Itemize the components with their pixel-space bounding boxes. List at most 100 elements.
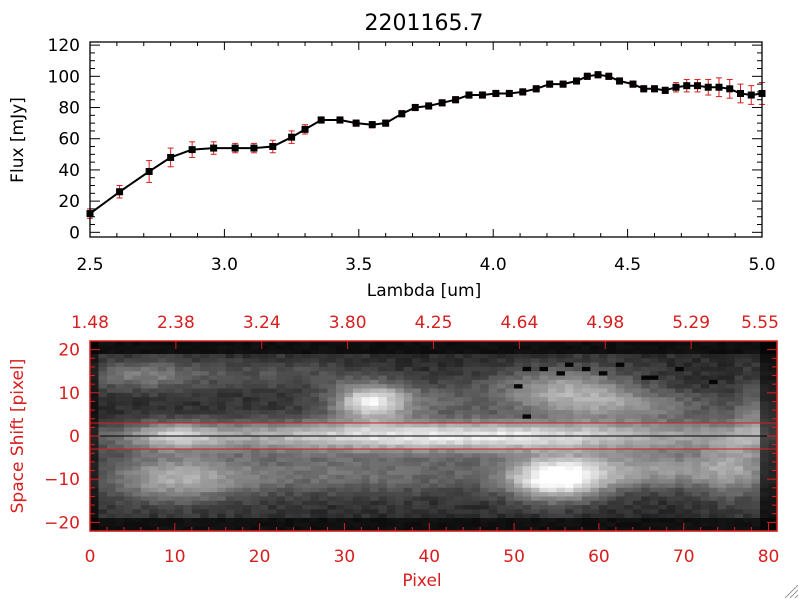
image-pixel [581, 427, 592, 433]
image-pixel [302, 388, 312, 394]
image-pixel [734, 492, 744, 498]
image-pixel [412, 353, 422, 359]
image-pixel [641, 423, 651, 428]
image-pixel [174, 414, 184, 420]
image-pixel [268, 427, 278, 433]
image-pixel [208, 388, 218, 394]
image-pixel [497, 410, 507, 416]
image-pixel [522, 349, 532, 355]
image-pixel [132, 474, 142, 480]
image-pixel [751, 526, 761, 532]
image-pixel [734, 431, 744, 437]
image-pixel [709, 522, 719, 528]
image-pixel [115, 448, 125, 454]
image-pixel [327, 440, 337, 446]
image-pixel [369, 457, 379, 463]
image-pixel [531, 436, 541, 441]
image-pixel [378, 518, 388, 523]
image-pixel [505, 492, 515, 498]
image-pixel [548, 418, 558, 424]
image-pixel [378, 470, 388, 476]
image-pixel [539, 366, 549, 372]
image-pixel [760, 500, 770, 506]
image-pixel [335, 397, 346, 403]
image-pixel [675, 453, 685, 459]
image-pixel [743, 440, 753, 446]
image-pixel [615, 410, 625, 416]
image-pixel [514, 418, 524, 424]
image-pixel [234, 453, 244, 459]
image-pixel [768, 440, 778, 446]
image-pixel [692, 341, 702, 346]
image-pixel [717, 492, 727, 498]
image-pixel [395, 345, 405, 351]
image-pixel [454, 388, 464, 394]
image-pixel [166, 353, 176, 359]
image-pixel [369, 440, 379, 446]
image-pixel [649, 371, 659, 377]
image-pixel [429, 448, 439, 454]
image-pixel [743, 345, 753, 351]
image-pixel [225, 366, 235, 372]
image-pixel [590, 505, 600, 511]
image-pixel [90, 457, 100, 463]
image-pixel [302, 509, 312, 515]
image-pixel [539, 496, 549, 502]
image-pixel [683, 410, 693, 416]
image-pixel [285, 362, 295, 368]
image-pixel [403, 500, 413, 506]
image-pixel [726, 444, 736, 450]
image-pixel [420, 366, 430, 372]
image-pixel [700, 461, 710, 467]
image-pixel [564, 388, 575, 394]
image-pixel [641, 375, 651, 381]
spectrum-y-tick-label: 40 [58, 161, 80, 181]
image-pixel [726, 388, 736, 394]
image-pixel [123, 362, 134, 368]
image-pixel [268, 448, 278, 454]
image-pixel [531, 384, 541, 390]
image-pixel [420, 487, 430, 493]
image-pixel [217, 461, 227, 467]
image-pixel [615, 487, 625, 493]
image-pixel [420, 448, 430, 454]
image-pixel [734, 483, 744, 489]
image-pixel [98, 392, 108, 398]
image-pixel [395, 366, 405, 372]
image-pixel [590, 427, 600, 433]
image-pixel [319, 470, 329, 476]
image-pixel [514, 341, 524, 346]
image-pixel [446, 431, 456, 437]
image-pixel [437, 505, 447, 511]
image-pixel [632, 492, 642, 498]
image-pixel [615, 513, 625, 519]
image-pixel [115, 453, 125, 459]
image-pixel [641, 388, 651, 394]
resize-grip-icon[interactable] [784, 584, 799, 599]
image-pixel [454, 366, 464, 372]
image-pixel [548, 448, 558, 454]
image-pixel [285, 500, 295, 506]
image-pixel [183, 375, 193, 381]
image-pixel [683, 353, 693, 359]
image-pixel [760, 405, 770, 411]
image-pixel [140, 470, 150, 476]
image-pixel [480, 526, 490, 532]
image-pixel [522, 453, 532, 459]
image-pixel [352, 345, 363, 351]
image-pixel [259, 496, 269, 502]
image-pixel [598, 401, 608, 407]
image-pixel [208, 341, 218, 346]
image-pixel [166, 349, 176, 355]
image-pixel [369, 431, 379, 437]
image-pixel [174, 466, 184, 472]
image-pixel [106, 353, 117, 359]
image-pixel [734, 444, 744, 450]
image-pixel [675, 349, 685, 355]
image-pixel [700, 466, 710, 472]
image-pixel [344, 500, 354, 506]
image-pixel [90, 341, 100, 346]
image-pixel [319, 349, 329, 355]
image-pixel [522, 483, 532, 489]
